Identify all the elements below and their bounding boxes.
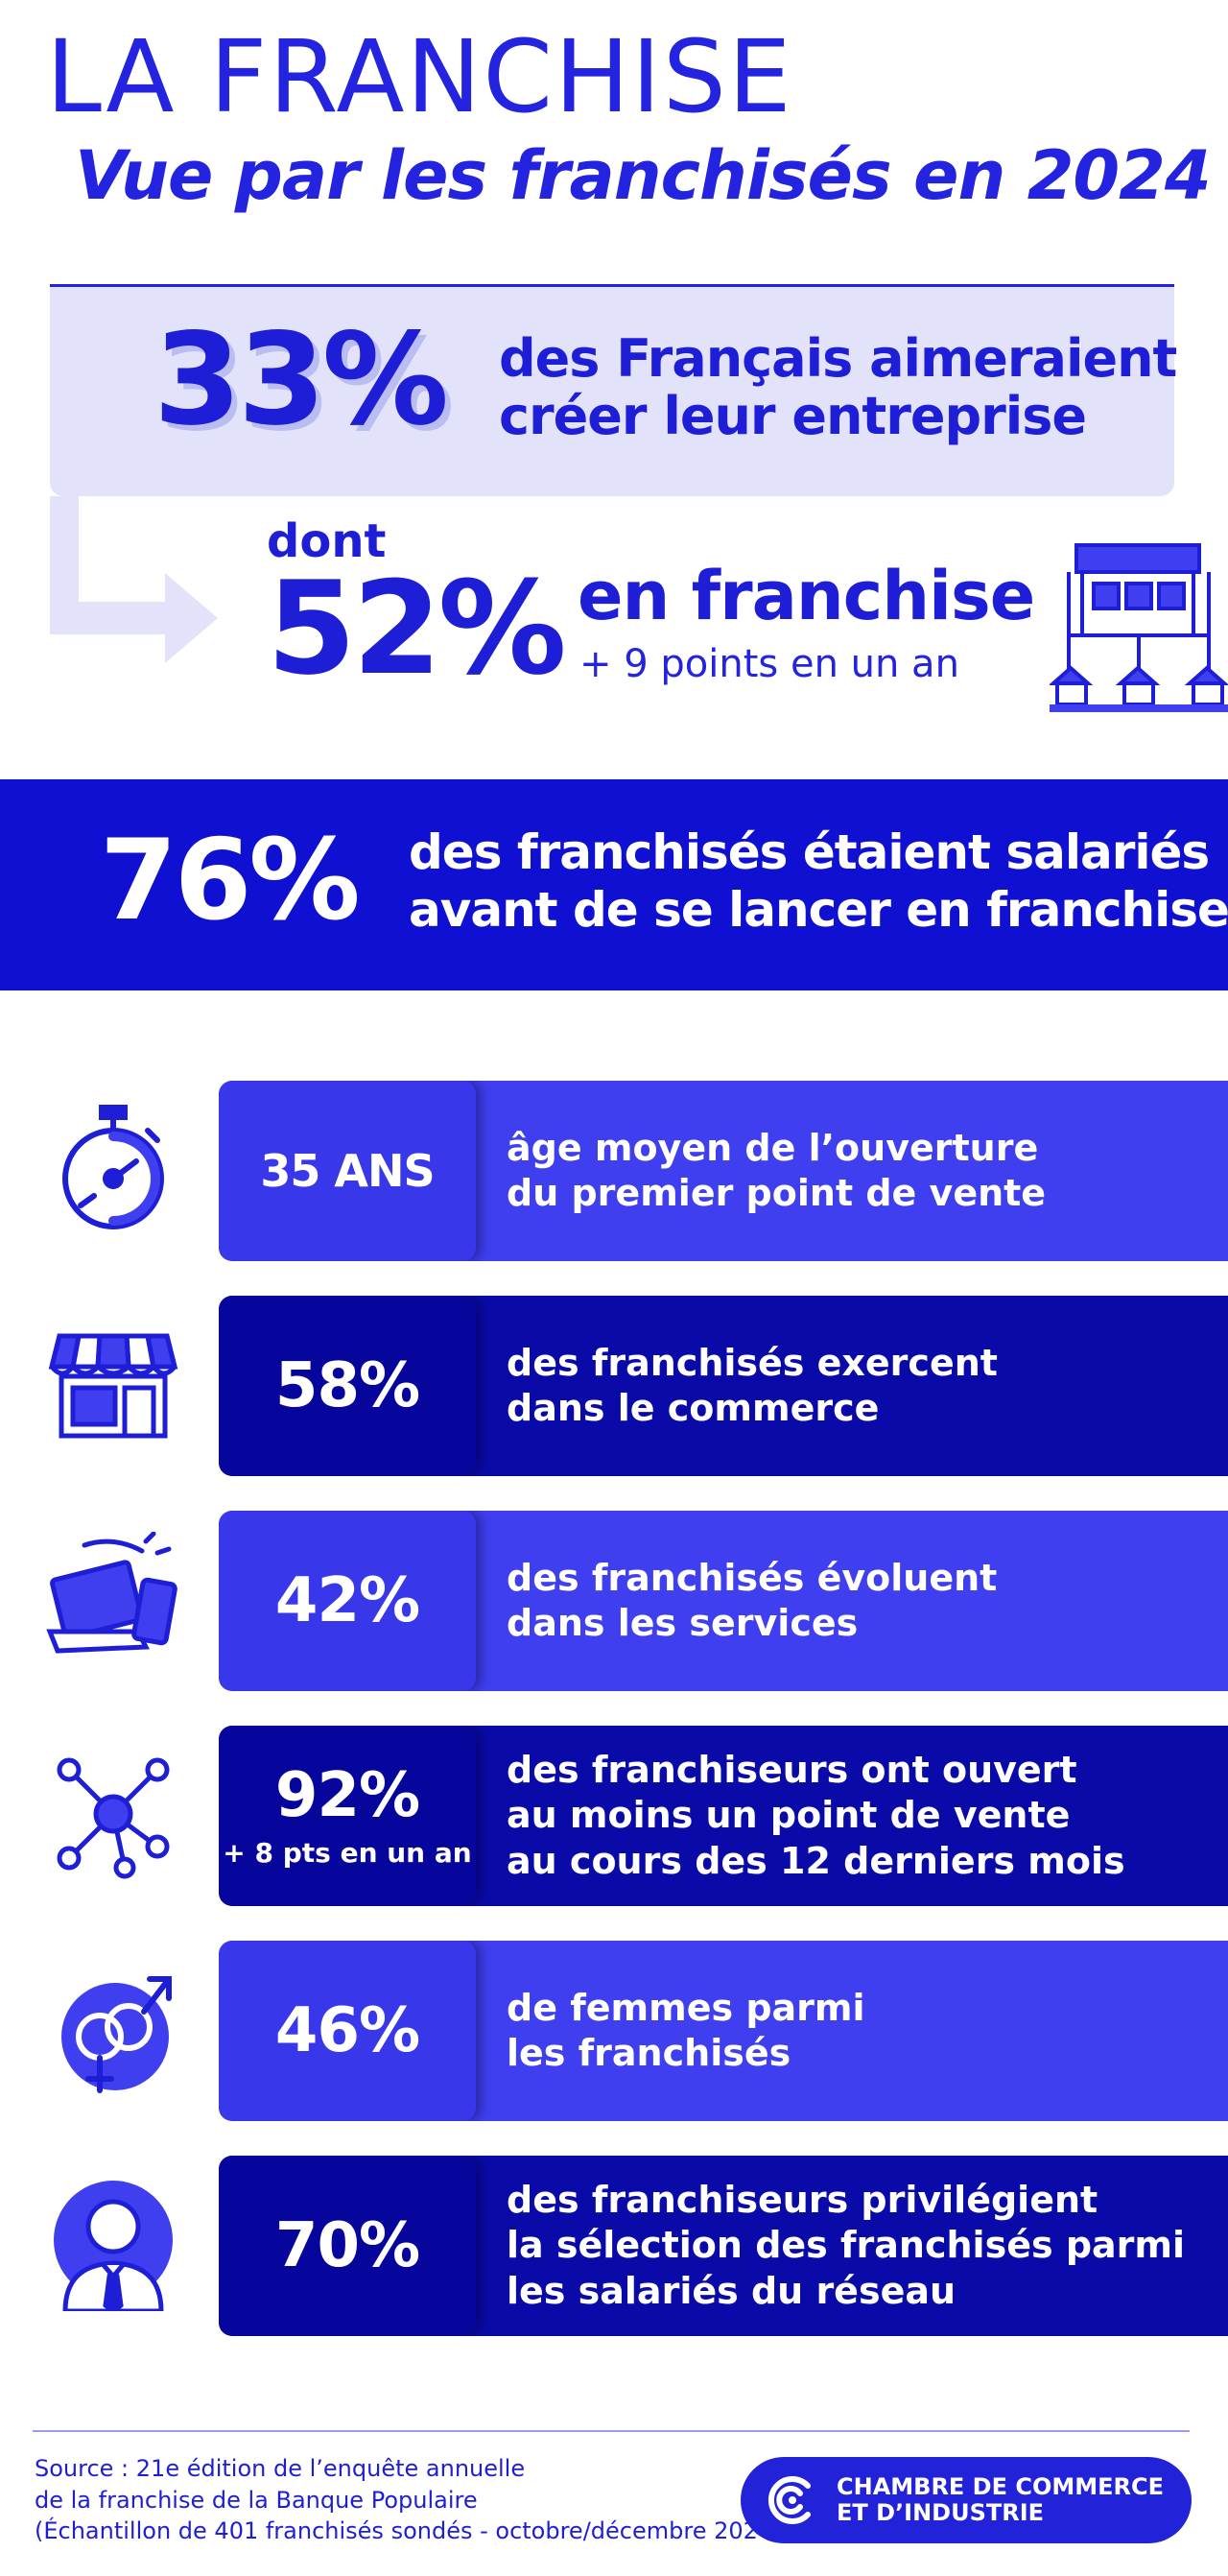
stat-row-value-cell: 70% [219,2156,476,2336]
stat-row-line: des franchisés évoluent [507,1556,998,1599]
stat-creer-line: créer leur entreprise [499,386,1087,447]
stat-row: 42% des franchisés évoluent dans les ser… [219,1511,1228,1691]
stat-row-line: de femmes parmi [507,1986,865,2029]
stopwatch-icon [62,1105,164,1229]
gender-icon [61,1976,172,2093]
stat-salaries-line: avant de se lancer en franchise [409,882,1228,938]
bent-arrow-icon [50,496,218,663]
stat-row-line: la sélection des franchisés parmi [507,2224,1186,2267]
cci-name-line: CHAMBRE DE COMMERCE [837,2473,1165,2500]
stat-salaries-value: 76% [100,816,361,945]
source-line: de la franchise de la Banque Populaire [35,2486,478,2514]
stat-row-text: des franchisés évoluent dans les service… [507,1511,997,1691]
stat-creer-line: des Français aimeraient [499,328,1177,389]
houses-network-icon [1050,543,1228,712]
stat-row-value-cell: 35 ANS [219,1081,476,1261]
stat-row-line: dans le commerce [507,1387,880,1429]
top-divider [50,284,1174,287]
stat-row-value: 92% [274,1760,420,1831]
source-line: Source : 21e édition de l’enquête annuel… [35,2455,526,2482]
network-icon [57,1757,170,1879]
stat-row-value-cell: 42% [219,1511,476,1691]
stat-row-line: âge moyen de l’ouverture [507,1126,1039,1169]
stat-franchise-label: en franchise [578,557,1035,635]
cci-name: CHAMBRE DE COMMERCE ET D’INDUSTRIE [837,2474,1164,2526]
stat-row-line: au moins un point de vente [507,1794,1071,1837]
employee-icon [54,2181,173,2311]
page-title: LA FRANCHISE [46,18,793,135]
stat-row-value-cell: 46% [219,1941,476,2121]
stat-row-line: des franchisés exercent [507,1341,998,1384]
stat-row-text: des franchiseurs privilégient la sélecti… [507,2156,1185,2336]
stat-row-value: 58% [274,1350,420,1421]
stat-creer-text: des Français aimeraient créer leur entre… [499,328,1177,447]
cci-name-line: ET D’INDUSTRIE [837,2498,1045,2526]
page-subtitle: Vue par les franchisés en 2024 [75,136,1212,215]
stat-creer-box [50,287,1174,496]
stat-creer-value: 33% [154,306,449,454]
stat-salaries-band [0,779,1228,990]
stat-row: 46% de femmes parmi les franchisés [219,1941,1228,2121]
storefront-icon [48,1333,178,1439]
stat-row-value: 46% [274,1995,420,2066]
stat-row-line: au cours des 12 derniers mois [507,1839,1125,1882]
stat-row-line: du premier point de vente [507,1172,1047,1214]
cci-logo-icon [768,2476,811,2524]
stat-row: 70% des franchiseurs privilégient la sél… [219,2156,1228,2336]
stat-row-line: dans les services [507,1602,859,1644]
footer-divider [33,2430,1190,2432]
stat-row-value: 42% [274,1565,420,1636]
stat-row-value: 35 ANS [260,1145,435,1197]
stat-row-line: les franchisés [507,2032,791,2074]
stat-row: 92% + 8 pts en un an des franchiseurs on… [219,1726,1228,1906]
stat-row-line: des franchiseurs ont ouvert [507,1749,1077,1792]
stat-row-value-cell: 92% + 8 pts en un an [219,1726,476,1906]
stat-row-text: âge moyen de l’ouverture du premier poin… [507,1081,1046,1261]
stat-row-line: des franchiseurs privilégient [507,2179,1098,2222]
stat-row-text: des franchisés exercent dans le commerce [507,1296,998,1476]
stat-row: 35 ANS âge moyen de l’ouverture du premi… [219,1081,1228,1261]
stat-row-value-note: + 8 pts en un an [223,1837,472,1869]
stat-franchise-prefix: dont [267,514,387,568]
stat-row-value: 70% [274,2210,420,2281]
source-line: (Échantillon de 401 franchisés sondés - … [35,2517,782,2545]
stat-franchise-value: 52% [267,554,567,704]
stat-franchise-note: + 9 points en un an [579,642,959,686]
laptop-phone-icon [46,1532,177,1654]
stat-salaries-line: des franchisés étaient salariés [409,824,1210,880]
stat-row-text: de femmes parmi les franchisés [507,1941,865,2121]
stat-row: 58% des franchisés exercent dans le comm… [219,1296,1228,1476]
stat-row-value-cell: 58% [219,1296,476,1476]
source-note: Source : 21e édition de l’enquête annuel… [35,2453,782,2547]
stat-row-text: des franchiseurs ont ouvert au moins un … [507,1726,1125,1906]
stat-row-line: les salariés du réseau [507,2269,956,2312]
cci-logo-badge: CHAMBRE DE COMMERCE ET D’INDUSTRIE [741,2457,1192,2543]
stat-salaries-text: des franchisés étaient salariés avant de… [409,823,1228,939]
